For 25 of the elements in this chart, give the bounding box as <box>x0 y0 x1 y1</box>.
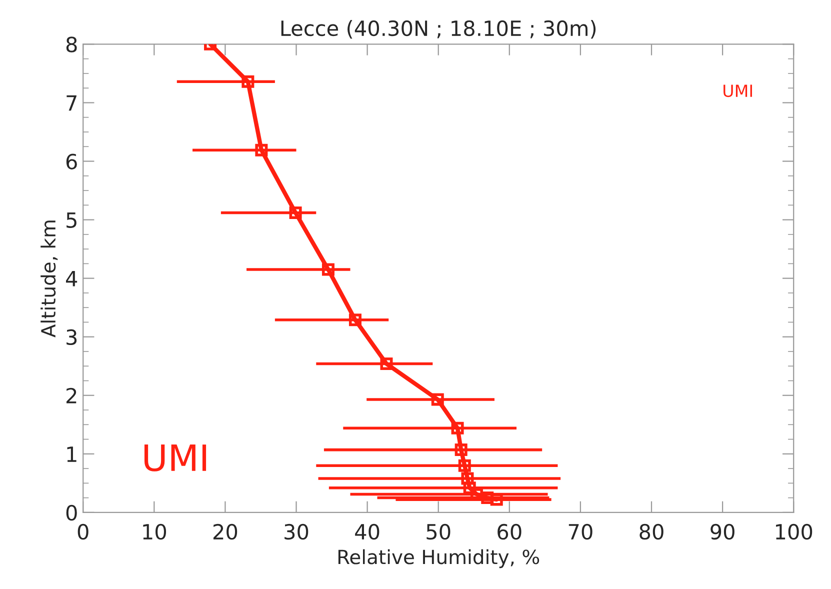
y-axis-title: Altitude, km <box>40 220 58 338</box>
annotation: UMI <box>144 444 206 472</box>
y-tick-label: 1 <box>67 446 76 462</box>
y-tick-label: 2 <box>66 388 76 404</box>
x-tick-label: 20 <box>213 524 238 540</box>
x-tick-label: 50 <box>426 524 450 540</box>
x-tick-label: 70 <box>568 524 592 540</box>
x-tick-label: 90 <box>710 524 734 540</box>
x-tick-label: 60 <box>498 524 522 540</box>
text: UMI <box>724 84 752 98</box>
y-tick-label: 7 <box>66 95 76 111</box>
y-tick-label: 5 <box>66 212 76 228</box>
y-tick-label: 3 <box>66 329 77 346</box>
x-tick-label: 0 <box>78 524 88 540</box>
chart-title: Lecce (40.30N ; 18.10E ; 30m) <box>281 20 596 39</box>
y-tick-label: 8 <box>66 36 77 52</box>
x-axis-title: Relative Humidity, % <box>338 549 540 568</box>
y-tick-label: 0 <box>66 504 77 521</box>
x-tick-label: 10 <box>143 524 166 540</box>
x-tick-label: 100 <box>776 524 812 540</box>
x-tick-label: 40 <box>355 524 380 540</box>
y-tick-label: 6 <box>66 154 77 170</box>
y-tick-label: 4 <box>66 271 78 286</box>
x-tick-label: 80 <box>640 524 664 540</box>
x-tick-label: 30 <box>284 524 308 540</box>
